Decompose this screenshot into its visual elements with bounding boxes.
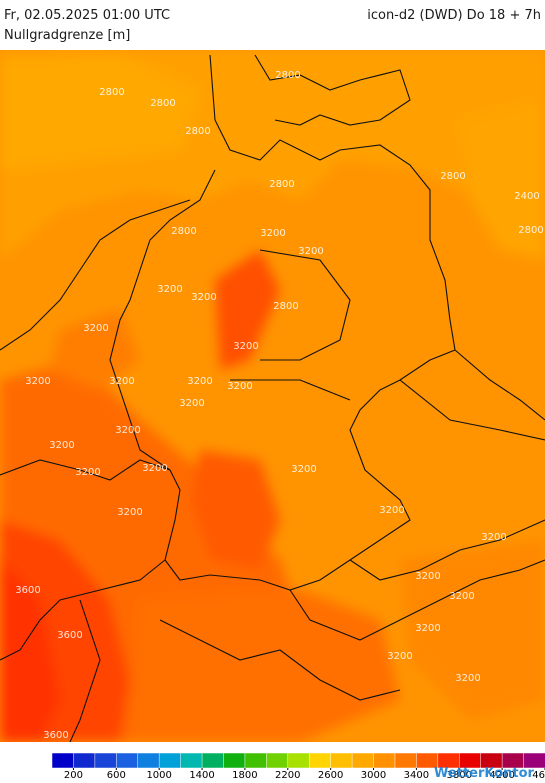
colorbar-swatch — [351, 752, 375, 769]
contour-label: 3200 — [75, 467, 100, 478]
contour-label: 3600 — [57, 630, 82, 641]
colorbar-tick-label: 1000 — [146, 770, 171, 781]
contour-label: 2800 — [518, 225, 543, 236]
colorbar-swatch — [73, 752, 96, 769]
colorbar-tick-label: 200 — [64, 770, 83, 781]
contour-label: 3200 — [449, 591, 474, 602]
colorbar-swatch — [94, 752, 118, 769]
colorbar-swatch — [266, 752, 289, 769]
contour-label: 3200 — [157, 284, 182, 295]
header-time: Fr, 02.05.2025 01:00 UTC — [4, 8, 170, 23]
contour-label: 3200 — [142, 463, 167, 474]
header-model: icon-d2 (DWD) Do 18 + 7h — [367, 8, 541, 23]
colorbar-tick-label: 3000 — [361, 770, 386, 781]
contour-label: 3200 — [191, 292, 216, 303]
contour-label: 3200 — [415, 623, 440, 634]
contour-label: 3200 — [49, 440, 74, 451]
contour-label: 3200 — [187, 376, 212, 387]
contour-label: 3200 — [260, 228, 285, 239]
colorbar-tick-label: 1400 — [189, 770, 214, 781]
contour-label: 3200 — [455, 673, 480, 684]
colorbar-tick-label: 2200 — [275, 770, 300, 781]
contour-label: 2800 — [99, 87, 124, 98]
colorbar-swatch — [287, 752, 310, 769]
colorbar-swatch — [201, 752, 225, 769]
colorbar-tick-label: 3800 — [447, 770, 472, 781]
contour-label: 3200 — [179, 398, 204, 409]
contour-label: 3200 — [109, 376, 134, 387]
colorbar-swatch — [394, 752, 418, 769]
borders — [0, 54, 545, 742]
contour-label: 3200 — [83, 323, 108, 334]
contour-label: 3600 — [43, 730, 68, 741]
colorbar-swatch — [223, 752, 246, 769]
colorbar-tick-label: 2600 — [318, 770, 343, 781]
colorbar-swatch — [330, 752, 353, 769]
contour-label: 3200 — [25, 376, 50, 387]
colorbar-tick-label: 600 — [107, 770, 126, 781]
contour-label: 2800 — [440, 171, 465, 182]
colorbar-swatch — [523, 752, 545, 769]
colorbar-swatch — [244, 752, 268, 769]
colorbar-swatch — [137, 752, 160, 769]
contour-label: 2800 — [171, 226, 196, 237]
contour-label: 3200 — [227, 381, 252, 392]
contour-label: 2800 — [185, 126, 210, 137]
contour-label: 3200 — [291, 464, 316, 475]
contour-label: 3200 — [387, 651, 412, 662]
contour-label: 2800 — [273, 301, 298, 312]
contour-label: 3200 — [115, 425, 140, 436]
header-variable: Nullgradgrenze [m] — [4, 28, 130, 43]
colorbar-swatch — [51, 752, 75, 769]
contour-label: 3200 — [415, 571, 440, 582]
colorbar-tick-label: 4600 — [532, 770, 545, 781]
colorbar-swatch — [158, 752, 182, 769]
contour-label: 3200 — [298, 246, 323, 257]
contour-label: 3600 — [15, 585, 40, 596]
colorbar-swatch — [308, 752, 332, 769]
colorbar-swatch — [373, 752, 396, 769]
contour-label: 2800 — [275, 70, 300, 81]
map: 2800 2800 2800 2800 2800 2800 2400 2800 2800 3200… — [0, 50, 545, 742]
contour-label: 3200 — [481, 532, 506, 543]
contour-label: 2400 — [514, 191, 539, 202]
colorbar-tick-label: 4200 — [489, 770, 514, 781]
colorbar-swatch — [180, 752, 203, 769]
colorbar-swatch — [116, 752, 139, 769]
colorbar-tick-label: 1800 — [232, 770, 257, 781]
watermark: WetterKontor — [434, 766, 535, 781]
contour-label: 3200 — [117, 507, 142, 518]
colorbar-tick-label: 3400 — [404, 770, 429, 781]
contour-label: 3200 — [233, 341, 258, 352]
contour-label: 3200 — [379, 505, 404, 516]
contour-label: 2800 — [269, 179, 294, 190]
contour-label: 2800 — [150, 98, 175, 109]
